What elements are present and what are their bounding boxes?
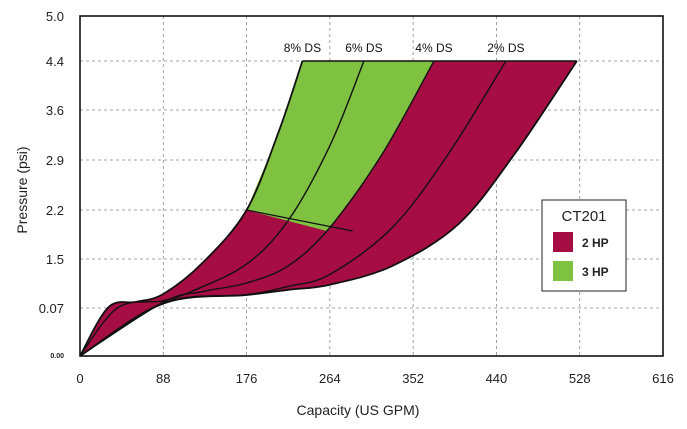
y-tick-label: 3.6 — [46, 103, 64, 118]
y-tick-label: 0.07 — [39, 301, 64, 316]
legend-swatch-2hp — [553, 232, 573, 252]
legend-swatch-3hp — [553, 261, 573, 281]
x-tick-label: 352 — [402, 371, 424, 386]
x-tick-label: 616 — [652, 371, 674, 386]
legend-label-2hp: 2 HP — [582, 236, 609, 250]
series-line — [79, 60, 365, 357]
legend-title: CT201 — [561, 208, 606, 225]
series-line — [79, 60, 578, 357]
region-3hp — [246, 61, 434, 235]
x-tick-label: 0 — [76, 371, 83, 386]
x-tick-label: 440 — [486, 371, 508, 386]
region-boundary — [246, 209, 353, 232]
series-label: 8% DS — [284, 41, 321, 55]
series-label: 4% DS — [415, 41, 452, 55]
legend: CT201 2 HP 3 HP — [541, 199, 627, 292]
y-tick-label: 0.00 — [50, 353, 64, 360]
series-label: 6% DS — [345, 41, 382, 55]
y-tick-label: 2.2 — [46, 203, 64, 218]
x-tick-label: 528 — [569, 371, 591, 386]
series-labels: 8% DS 6% DS 4% DS 2% DS — [284, 41, 525, 55]
plot-border — [79, 15, 664, 357]
plot-frame — [79, 15, 664, 357]
y-tick-label: 1.5 — [46, 252, 64, 267]
y-axis-label: Pressure (psi) — [14, 146, 30, 233]
x-tick-label: 264 — [319, 371, 341, 386]
legend-label-3hp: 3 HP — [582, 265, 609, 279]
series-label: 2% DS — [487, 41, 524, 55]
y-tick-label: 2.9 — [46, 153, 64, 168]
x-tick-label: 88 — [156, 371, 170, 386]
x-axis-label: Capacity (US GPM) — [297, 402, 420, 418]
series-line — [79, 60, 304, 357]
x-tick-label: 176 — [236, 371, 258, 386]
y-tick-label: 5.0 — [46, 9, 64, 24]
y-tick-label: 4.4 — [46, 54, 64, 69]
tick-labels: 0 88 176 264 352 440 528 616 0.00 0.07 1.5 2.2 2.9 3.… — [39, 9, 674, 386]
series-lines — [79, 60, 578, 357]
fill-regions — [80, 61, 577, 356]
